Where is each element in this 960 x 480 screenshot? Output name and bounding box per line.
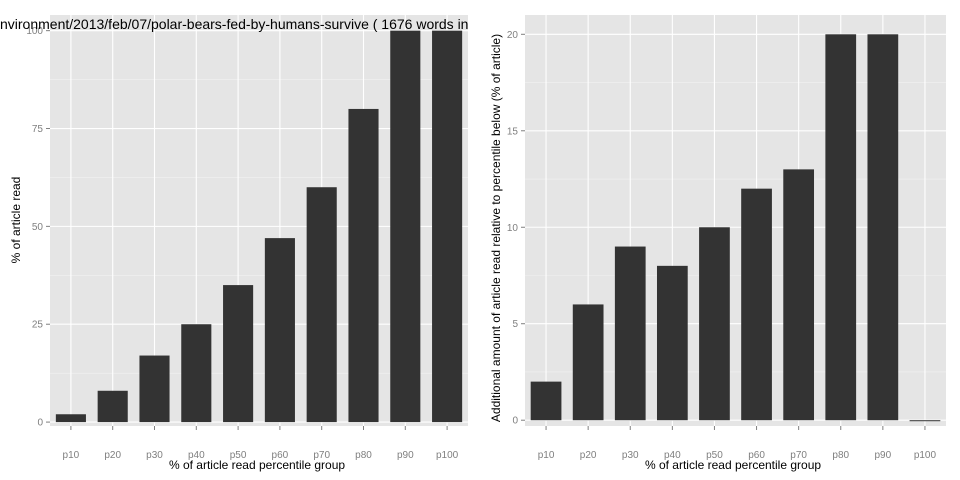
bar-p100 [432, 30, 463, 423]
bar-p80 [825, 34, 857, 421]
bar-p20 [97, 390, 128, 423]
bar-p10 [530, 381, 562, 421]
bar-p60 [741, 188, 772, 421]
x-tick-label-p20: p20 [580, 450, 597, 461]
x-tick-label-p20: p20 [104, 450, 121, 461]
bars [530, 34, 941, 422]
x-tick-label-p50: p50 [706, 450, 723, 461]
bar-p30 [614, 246, 646, 421]
x-axis-title: % of article read percentile group [645, 458, 821, 472]
x-tick-label-p80: p80 [355, 450, 372, 461]
x-tick-label-p30: p30 [146, 450, 163, 461]
y-tick-labels: 0 25 50 75 100 [26, 26, 50, 429]
y-tick-label: 15 [507, 126, 519, 137]
x-tick-label-p60: p60 [272, 450, 289, 461]
bar-p50 [699, 227, 730, 421]
y-tick-label: 0 [512, 416, 518, 427]
x-tick-label-p80: p80 [832, 450, 849, 461]
y-tick-labels: 0 5 10 15 20 [507, 30, 525, 427]
x-axis-title: % of article read percentile group [169, 458, 345, 472]
bar-p100 [909, 420, 941, 422]
x-tick-label-p100: p100 [436, 450, 459, 461]
x-tick-label-p40: p40 [664, 450, 681, 461]
y-tick-label: 5 [512, 319, 518, 330]
x-tick-label-p100: p100 [914, 450, 937, 461]
chart-additional-read: 0 5 10 15 20 p10 p20 p30 p40 p50 p60 p70 p80 p90 p100… [489, 15, 946, 472]
bar-p90 [390, 30, 421, 423]
x-tick-label-p70: p70 [313, 450, 330, 461]
x-tick-label-p30: p30 [622, 450, 639, 461]
bar-p90 [867, 34, 899, 421]
y-tick-label: 25 [32, 320, 44, 331]
y-tick-label: 20 [507, 30, 519, 41]
bar-p20 [572, 304, 604, 421]
bar-p40 [656, 265, 688, 421]
y-tick-label: 75 [32, 124, 44, 135]
x-tick-label-p90: p90 [397, 450, 414, 461]
bar-p50 [223, 285, 254, 423]
x-tick-labels: p10 p20 p30 p40 p50 p60 p70 p80 p90 p100 [538, 426, 937, 461]
y-tick-label: 10 [507, 223, 519, 234]
bar-p10 [55, 414, 86, 423]
bars [55, 30, 463, 423]
bar-p40 [181, 324, 212, 423]
y-axis-title: Additional amount of article read relati… [489, 34, 503, 422]
bar-p60 [264, 238, 295, 423]
y-tick-label: 0 [37, 418, 43, 429]
x-tick-label-p10: p10 [63, 450, 80, 461]
y-axis-title: % of article read [9, 177, 23, 264]
x-tick-label-p50: p50 [230, 450, 247, 461]
bar-p80 [348, 108, 379, 423]
x-tick-label-p90: p90 [875, 450, 892, 461]
y-tick-label: 100 [26, 26, 43, 37]
bar-p70 [306, 187, 337, 423]
x-tick-label-p40: p40 [188, 450, 205, 461]
x-tick-label-p60: p60 [748, 450, 765, 461]
bar-p70 [783, 169, 815, 421]
x-tick-label-p10: p10 [538, 450, 555, 461]
x-tick-labels: p10 p20 p30 p40 p50 p60 p70 p80 p90 p100 [63, 426, 459, 461]
x-tick-label-p70: p70 [790, 450, 807, 461]
y-tick-label: 50 [32, 222, 44, 233]
chart-title: nvironment/2013/feb/07/polar-bears-fed-b… [0, 16, 468, 32]
bar-p30 [139, 355, 170, 423]
